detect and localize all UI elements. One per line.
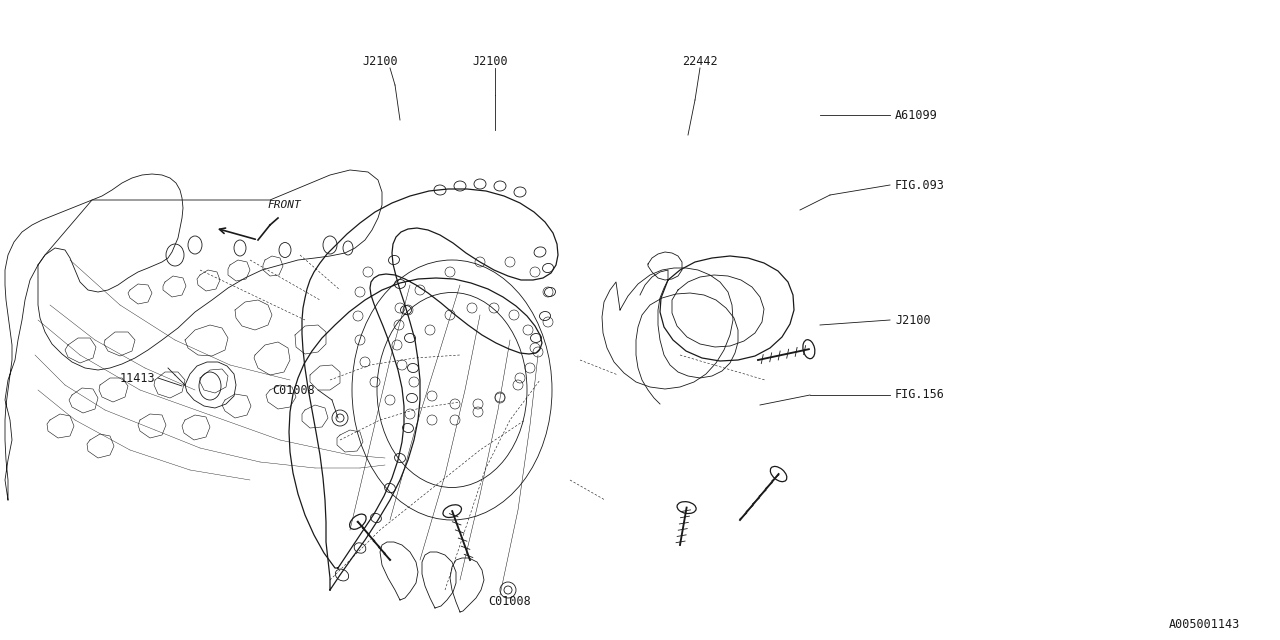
Text: J2100: J2100	[472, 55, 508, 68]
Text: 22442: 22442	[682, 55, 718, 68]
Text: C01008: C01008	[273, 383, 315, 397]
Text: FIG.156: FIG.156	[895, 388, 945, 401]
Text: A61099: A61099	[895, 109, 938, 122]
Text: J2100: J2100	[895, 314, 931, 326]
Text: FRONT: FRONT	[268, 200, 302, 210]
Text: J2100: J2100	[362, 55, 398, 68]
Text: 11413: 11413	[119, 371, 155, 385]
Text: C01008: C01008	[489, 595, 531, 608]
Text: A005001143: A005001143	[1169, 618, 1240, 631]
Text: FIG.093: FIG.093	[895, 179, 945, 191]
